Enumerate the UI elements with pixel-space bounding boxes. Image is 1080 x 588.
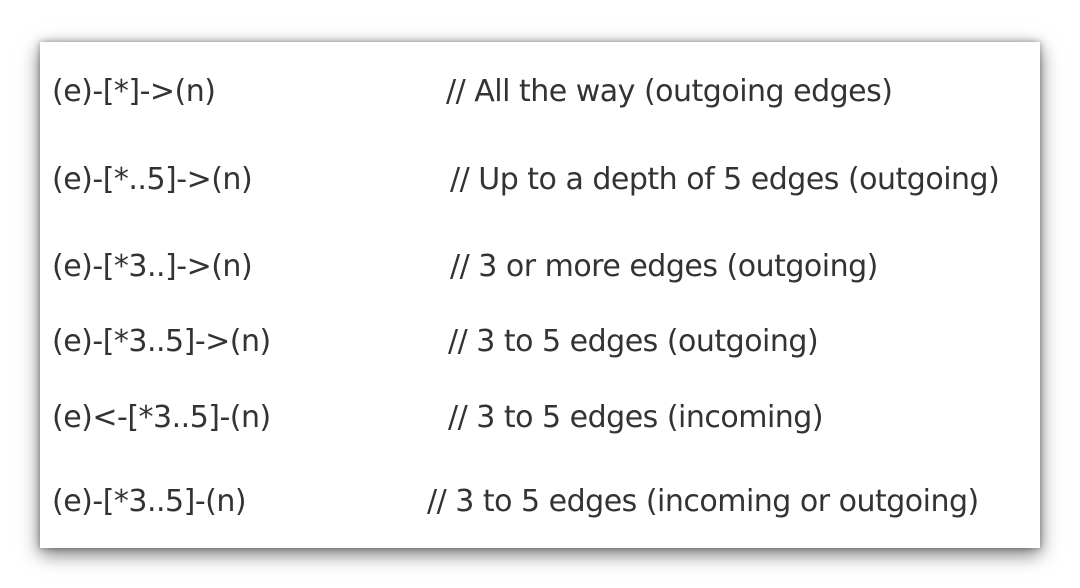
pattern-comment: // Up to a depth of 5 edges (outgoing) (450, 162, 1000, 197)
pattern-comment: // 3 to 5 edges (outgoing) (448, 324, 819, 359)
code-card: (e)-[*]->(n) // All the way (outgoing ed… (40, 42, 1040, 548)
pattern-comment: // All the way (outgoing edges) (446, 74, 893, 109)
pattern-row: (e)<-[*3..5]-(n) // 3 to 5 edges (incomi… (40, 400, 1040, 450)
pattern-comment: // 3 or more edges (outgoing) (450, 249, 878, 284)
path-pattern: (e)-[*3..5]-(n) (52, 484, 247, 519)
pattern-comment: // 3 to 5 edges (incoming or outgoing) (427, 484, 979, 519)
pattern-row: (e)-[*3..]->(n) // 3 or more edges (outg… (40, 249, 1040, 299)
path-pattern: (e)-[*3..]->(n) (52, 249, 253, 284)
pattern-row: (e)-[*3..5]->(n) // 3 to 5 edges (outgoi… (40, 324, 1040, 374)
path-pattern: (e)-[*]->(n) (52, 74, 216, 109)
path-pattern: (e)<-[*3..5]-(n) (52, 400, 271, 435)
path-pattern: (e)-[*..5]->(n) (52, 162, 253, 197)
path-pattern: (e)-[*3..5]->(n) (52, 324, 271, 359)
pattern-row: (e)-[*]->(n) // All the way (outgoing ed… (40, 74, 1040, 124)
pattern-row: (e)-[*..5]->(n) // Up to a depth of 5 ed… (40, 162, 1040, 212)
pattern-row: (e)-[*3..5]-(n) // 3 to 5 edges (incomin… (40, 484, 1040, 534)
pattern-comment: // 3 to 5 edges (incoming) (448, 400, 824, 435)
